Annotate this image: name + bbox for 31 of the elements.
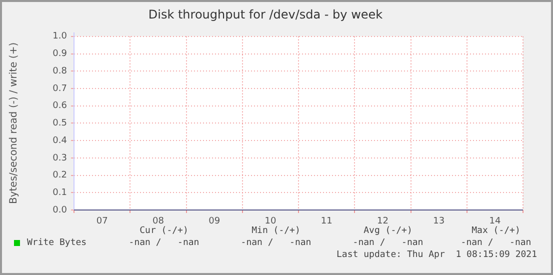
y-tick-label: 0.3	[52, 153, 67, 164]
y-tick-label: 0.8	[52, 66, 68, 76]
legend-label: Write Bytes	[27, 238, 87, 248]
text: Max (-/+)	[472, 226, 520, 236]
x-tick-label: 09	[208, 216, 220, 227]
text: Cur (-/+)	[140, 226, 188, 236]
x-tick-label: 08	[152, 216, 164, 227]
y-tick-label: 0.7	[52, 84, 67, 94]
text: -nan / -nan	[460, 238, 532, 248]
y-tick-label: 0.9	[52, 49, 68, 60]
x-tick-label: 07	[96, 216, 108, 227]
text: -nan / -nan	[240, 238, 312, 248]
text: Last update: Thu Apr 1 08:15:09 2021	[336, 250, 537, 260]
y-tick-label: 0.4	[52, 136, 68, 146]
y-tick-label: 1.0	[52, 32, 68, 42]
text: -nan / -nan	[352, 238, 424, 248]
y-tick-label: 0.6	[52, 101, 68, 112]
text: Avg (-/+)	[364, 226, 412, 236]
x-tick-label: 13	[433, 216, 445, 227]
y-axis-title: Bytes/second read (-) / write (+)	[8, 42, 20, 204]
text: Min (-/+)	[252, 226, 300, 236]
x-tick-label: 12	[376, 216, 388, 227]
y-tick-label: 0.1	[52, 188, 67, 198]
x-tick-label: 14	[489, 216, 501, 227]
chart-title: Disk throughput for /dev/sda - by week	[148, 7, 383, 22]
x-tick-label: 10	[264, 216, 276, 227]
text: -nan / -nan	[128, 238, 200, 248]
x-tick-label: 11	[320, 216, 332, 227]
y-tick-label: 0.0	[52, 205, 68, 216]
y-tick-label: 0.5	[52, 118, 67, 129]
y-tick-label: 0.2	[52, 170, 67, 181]
